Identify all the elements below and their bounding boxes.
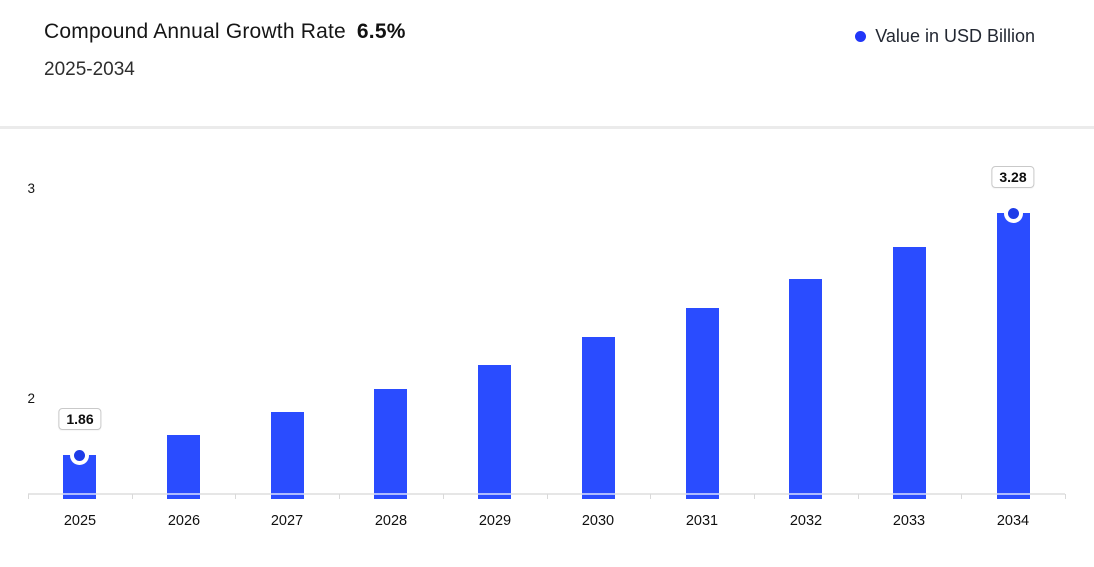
x-axis-tick bbox=[339, 494, 340, 499]
bar-2034[interactable] bbox=[997, 213, 1030, 499]
x-axis-label-2025: 2025 bbox=[63, 513, 97, 529]
bar-2033[interactable] bbox=[893, 247, 926, 499]
data-point-dot bbox=[74, 450, 85, 461]
x-axis-label-2030: 2030 bbox=[581, 513, 615, 529]
x-axis-tick bbox=[28, 494, 29, 499]
x-axis-tick bbox=[443, 494, 444, 499]
bar-2032[interactable] bbox=[789, 279, 822, 499]
bar-2028[interactable] bbox=[374, 389, 407, 499]
legend-label: Value in USD Billion bbox=[875, 26, 1035, 46]
data-point-dot bbox=[1008, 208, 1019, 219]
legend-item[interactable]: Value in USD Billion bbox=[855, 26, 1035, 47]
title-line: Compound Annual Growth Rate 6.5% bbox=[44, 20, 406, 44]
legend-dot-icon bbox=[855, 31, 867, 42]
value-label-badge: 3.28 bbox=[991, 166, 1035, 188]
bar-2029[interactable] bbox=[478, 365, 511, 499]
subtitle-years: 2025-2034 bbox=[44, 59, 135, 80]
x-axis-label-2032: 2032 bbox=[789, 513, 823, 529]
x-axis-tick bbox=[961, 494, 962, 499]
x-axis-label-2028: 2028 bbox=[374, 513, 408, 529]
data-point-marker bbox=[1004, 204, 1023, 223]
x-axis-tick bbox=[132, 494, 133, 499]
bar-2031[interactable] bbox=[686, 308, 719, 499]
x-axis-label-2026: 2026 bbox=[167, 513, 201, 529]
x-axis-label-2027: 2027 bbox=[270, 513, 304, 529]
bar-2027[interactable] bbox=[271, 412, 304, 499]
x-axis-tick bbox=[754, 494, 755, 499]
x-axis-label-2034: 2034 bbox=[996, 513, 1030, 529]
x-axis-tick bbox=[1065, 494, 1066, 499]
cagr-value: 6.5% bbox=[356, 20, 406, 43]
value-label-badge: 1.86 bbox=[58, 408, 102, 430]
bar-2026[interactable] bbox=[167, 435, 200, 499]
y-axis-tick-label: 2 bbox=[27, 391, 35, 406]
x-axis-label-2029: 2029 bbox=[478, 513, 512, 529]
x-axis-tick bbox=[858, 494, 859, 499]
x-axis-tick bbox=[235, 494, 236, 499]
y-axis-tick-label: 3 bbox=[27, 181, 35, 196]
bar-2030[interactable] bbox=[582, 337, 615, 499]
x-axis-line bbox=[28, 493, 1065, 495]
chart-header: Compound Annual Growth Rate 6.5% 2025-203… bbox=[44, 20, 406, 81]
x-axis-label-2031: 2031 bbox=[685, 513, 719, 529]
data-point-marker bbox=[70, 446, 89, 465]
page-title: Compound Annual Growth Rate bbox=[44, 20, 346, 43]
header-divider bbox=[0, 126, 1094, 129]
x-axis-tick bbox=[547, 494, 548, 499]
x-axis-label-2033: 2033 bbox=[892, 513, 926, 529]
x-axis-tick bbox=[650, 494, 651, 499]
